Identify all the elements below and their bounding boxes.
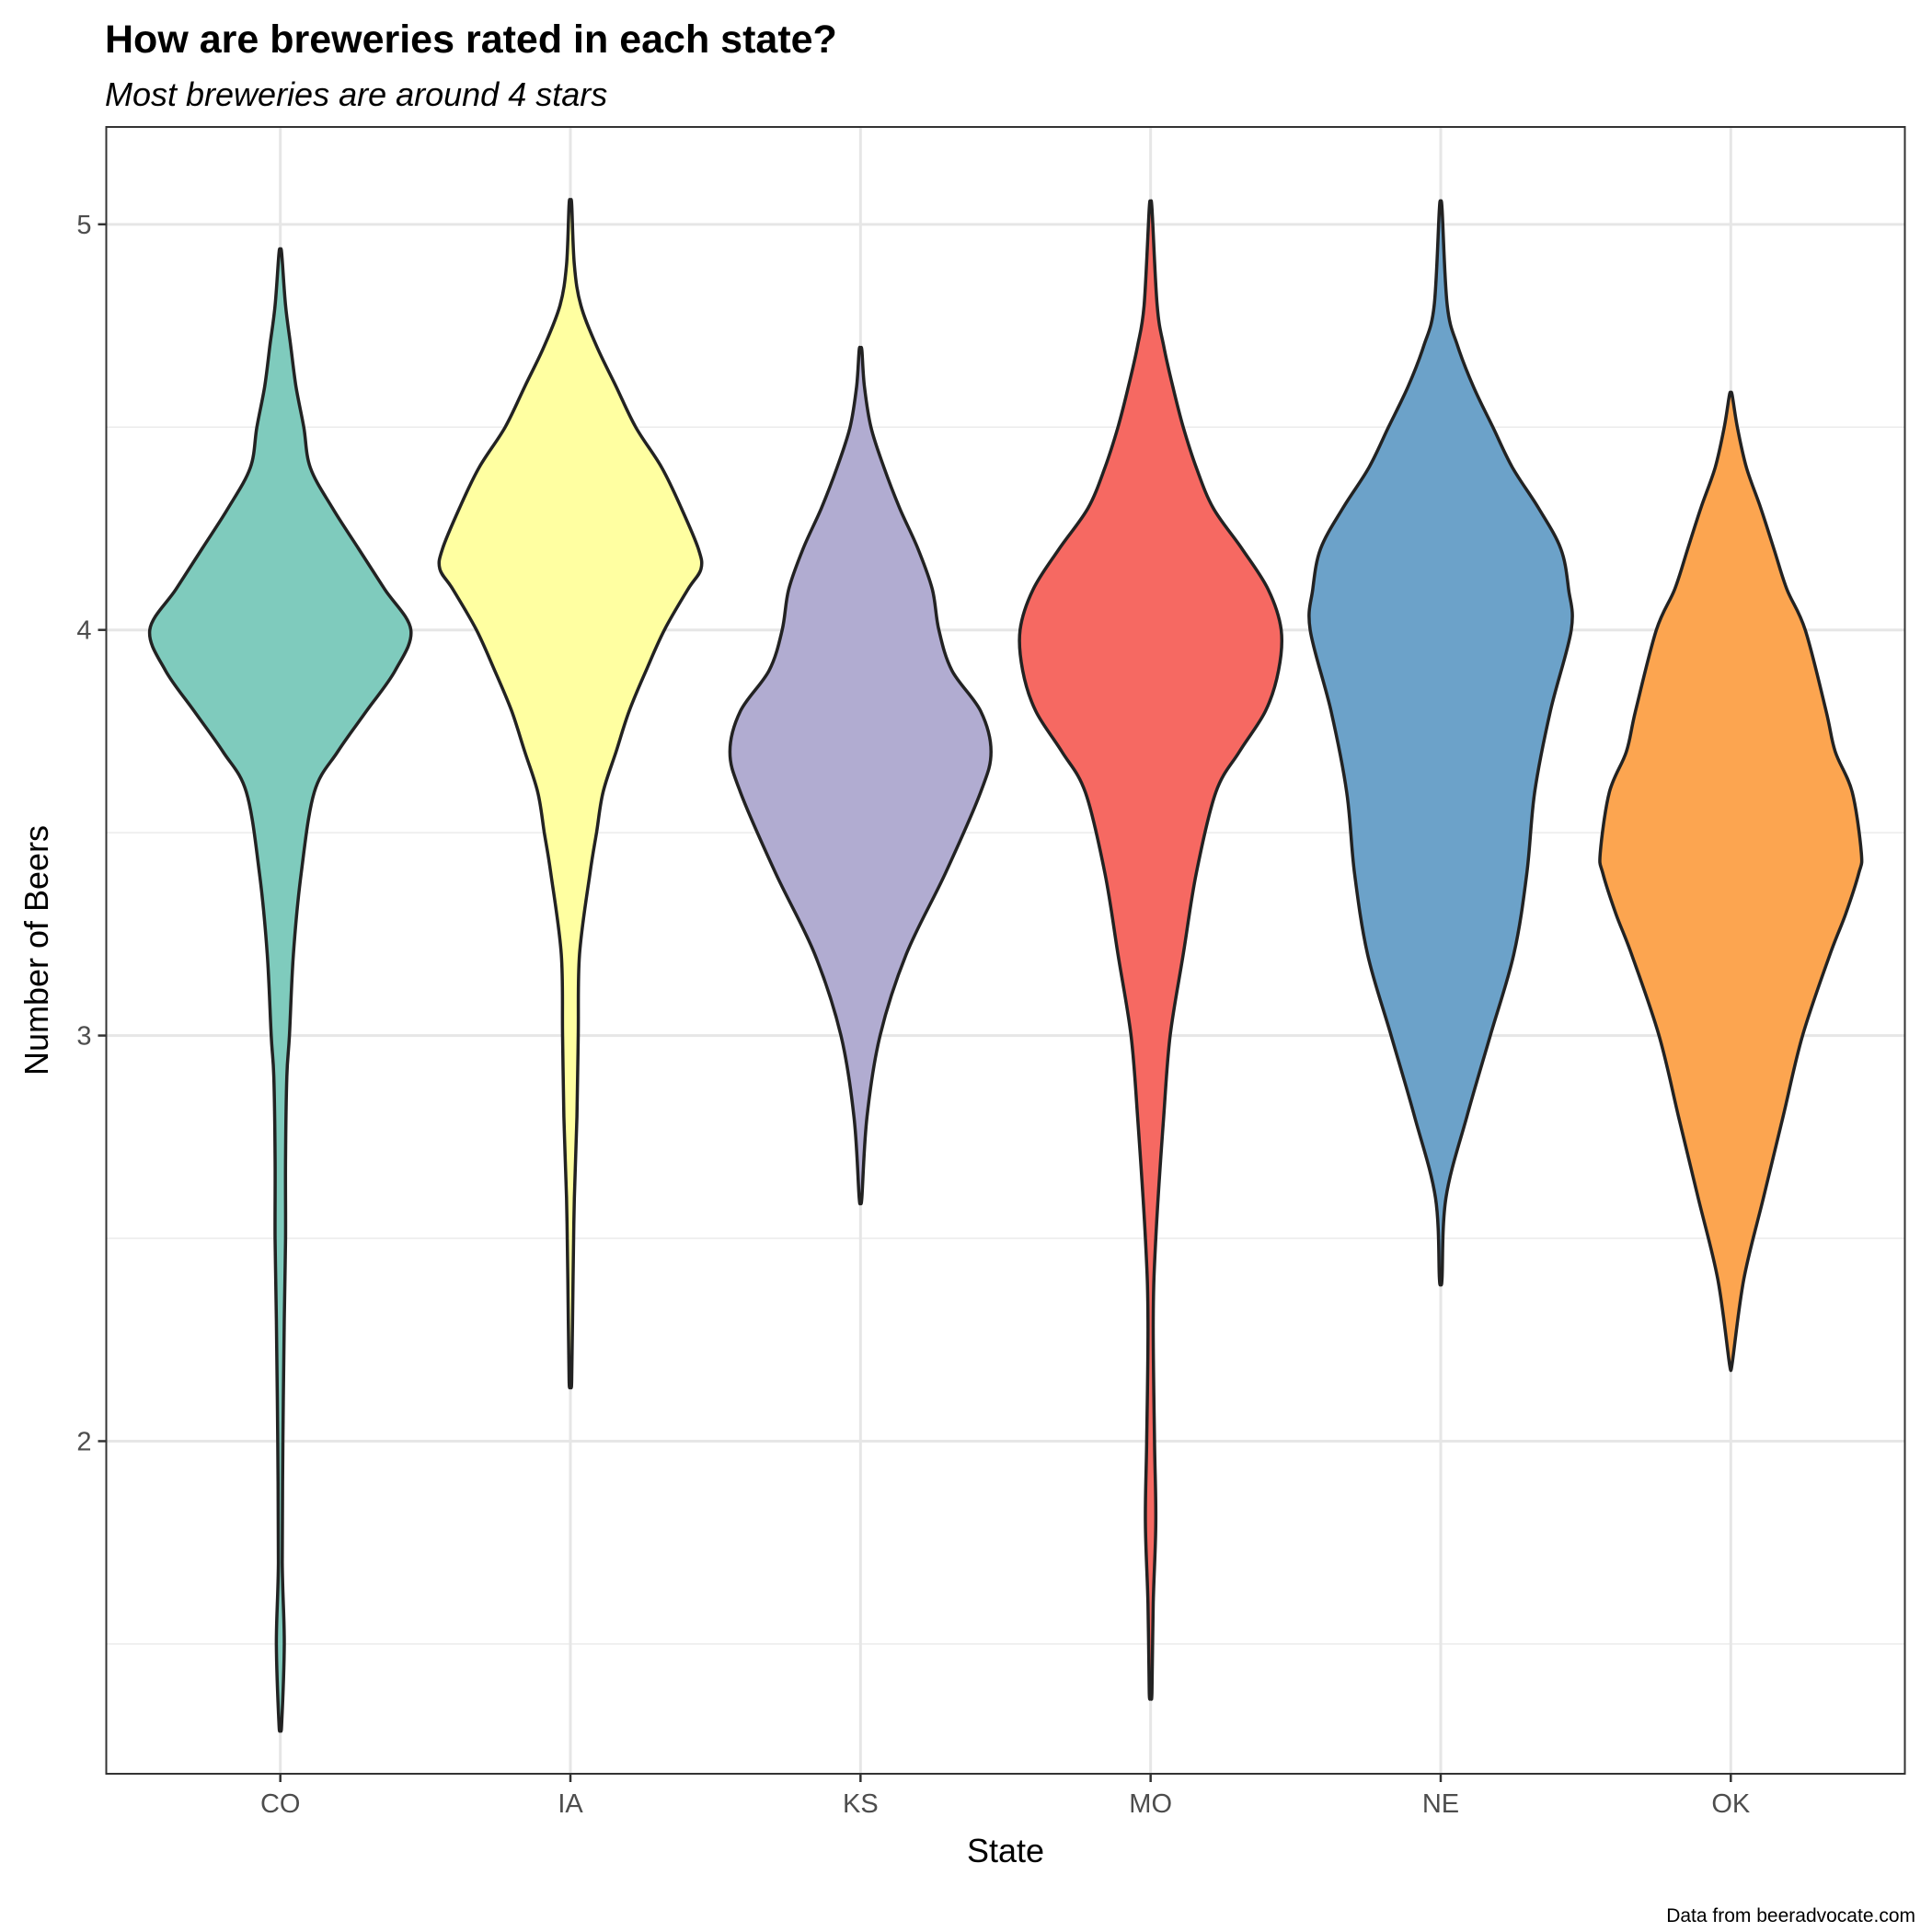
chart-caption: Data from beeradvocate.com: [1666, 1905, 1915, 1926]
y-tick-label-1: 3: [76, 1022, 91, 1052]
chart-title: How are breweries rated in each state?: [105, 17, 837, 62]
plot-panel-border: [105, 126, 1906, 1775]
y-tick-label-2: 4: [76, 616, 91, 646]
x-tick-label-co: CO: [260, 1789, 301, 1819]
violin-ok: [1598, 390, 1864, 1373]
x-tick-label-ok: OK: [1711, 1789, 1751, 1819]
y-tick-label-3: 5: [76, 211, 91, 240]
chart-subtitle: Most breweries are around 4 stars: [105, 75, 607, 113]
y-axis-title: Number of Beers: [17, 825, 55, 1075]
y-tick-label-0: 2: [76, 1427, 91, 1456]
x-tick-label-mo: MO: [1129, 1789, 1172, 1819]
violin-ks: [728, 345, 993, 1206]
violin-ne: [1307, 199, 1574, 1287]
axes: 2 3 4 5 CO IA KS MO NE OK: [76, 211, 1751, 1819]
x-tick-label-ne: NE: [1422, 1789, 1459, 1819]
violin-ia: [437, 198, 704, 1390]
x-tick-label-ks: KS: [843, 1789, 879, 1819]
x-axis-title: State: [967, 1832, 1044, 1869]
violin-co: [147, 247, 413, 1733]
x-tick-label-ia: IA: [558, 1789, 583, 1819]
violins: [147, 198, 1864, 1733]
violin-mo: [1018, 199, 1284, 1701]
